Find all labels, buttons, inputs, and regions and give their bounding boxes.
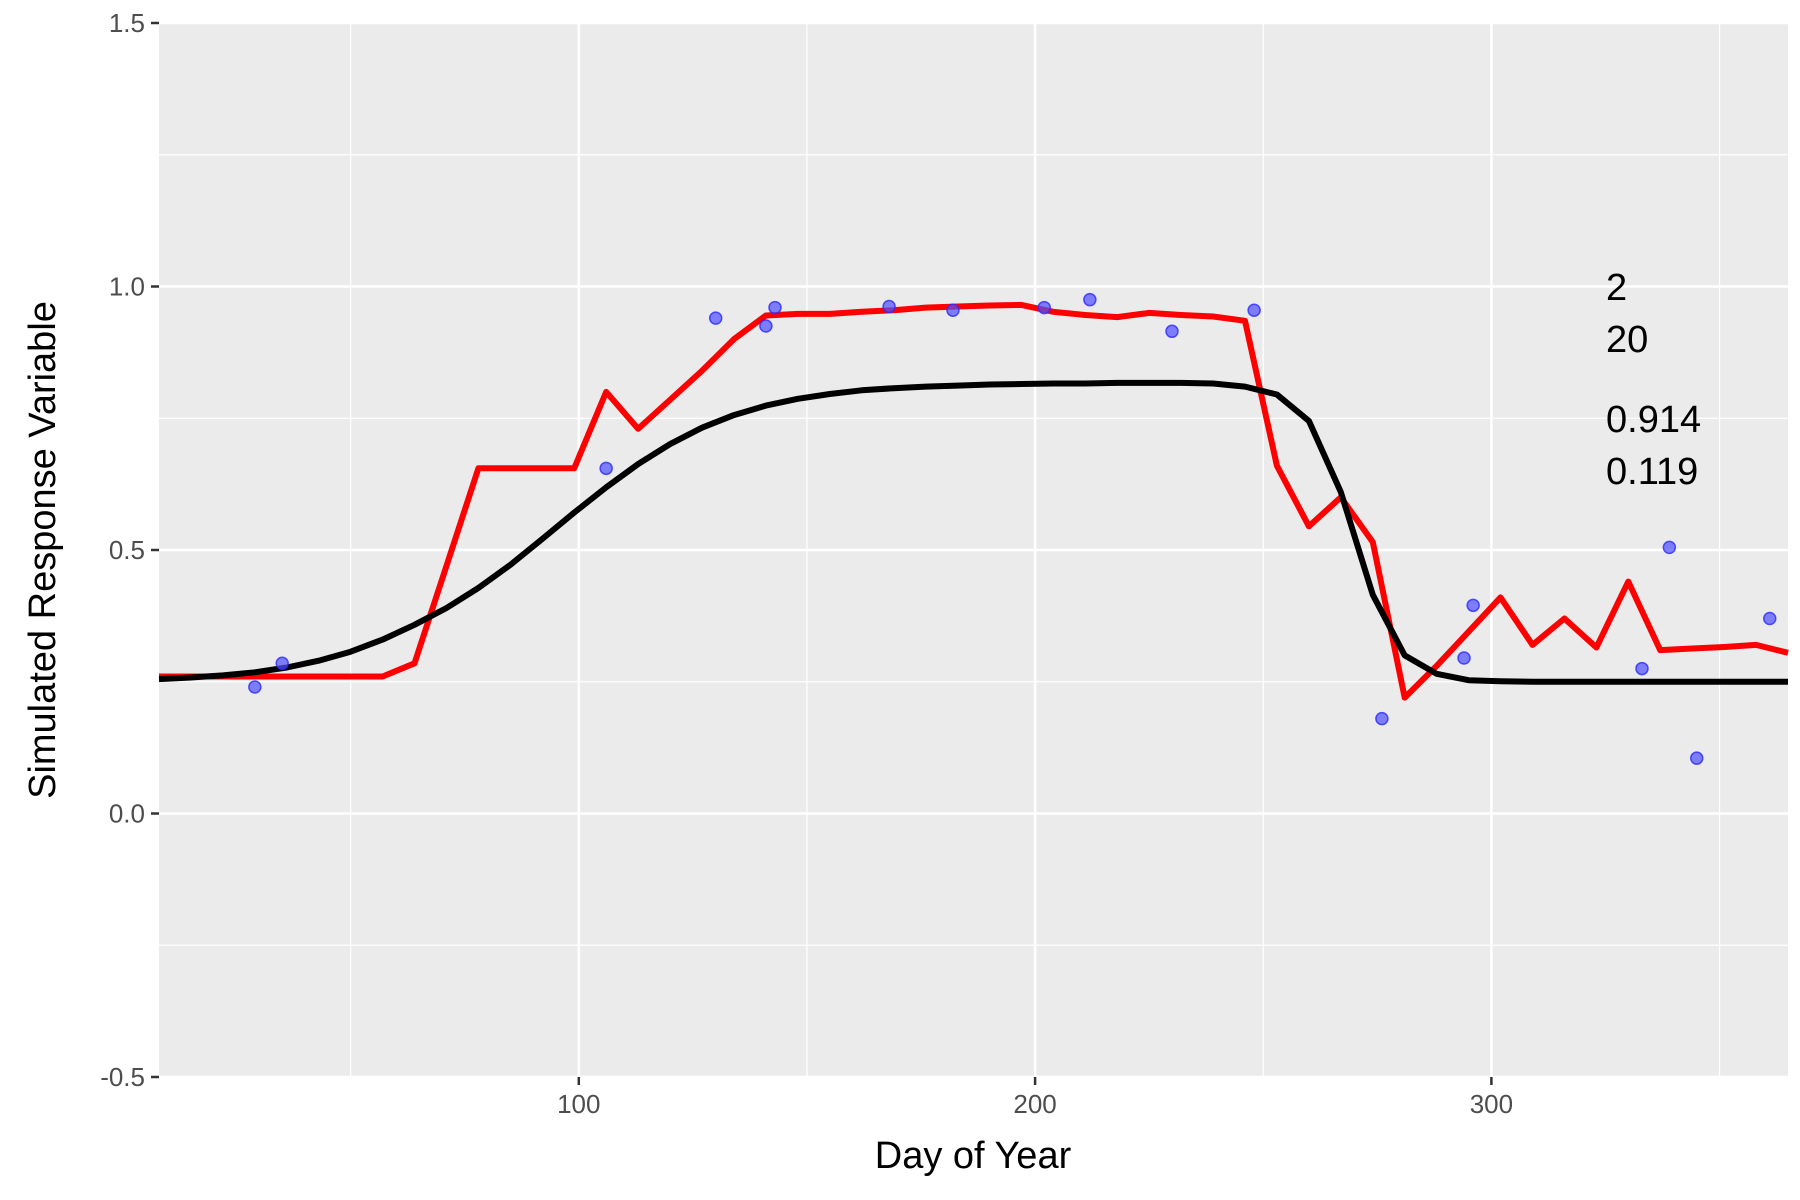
data-point bbox=[882, 299, 896, 314]
annotation-text: 0.914 bbox=[1606, 399, 1701, 441]
data-point bbox=[1457, 651, 1471, 665]
data-point bbox=[1375, 711, 1389, 726]
y-axis-title: Simulated Response Variable bbox=[22, 301, 64, 799]
annotation-text: 2 bbox=[1606, 267, 1627, 309]
data-point bbox=[759, 319, 773, 333]
data-point bbox=[1466, 598, 1480, 613]
data-point bbox=[1635, 661, 1649, 676]
data-point bbox=[946, 303, 960, 317]
black-series-line bbox=[158, 379, 1788, 685]
annotations: 2 20 0.914 0.119 bbox=[1606, 267, 1701, 493]
data-point bbox=[1762, 611, 1777, 626]
y-tick-label: 0.5 bbox=[109, 535, 145, 565]
data-point bbox=[1165, 324, 1179, 339]
x-tick-label: 300 bbox=[1470, 1089, 1513, 1119]
axes: 100 200 300 -0.5 0.0 0.5 1.0 1.5 bbox=[100, 8, 1513, 1119]
major-gridlines bbox=[159, 21, 1788, 1079]
data-point bbox=[1037, 300, 1051, 315]
data-point bbox=[248, 680, 262, 694]
data-point bbox=[1247, 303, 1261, 317]
y-tick-label: -0.5 bbox=[100, 1062, 145, 1092]
x-axis-title: Day of Year bbox=[875, 1135, 1072, 1177]
data-point bbox=[708, 311, 723, 325]
x-tick-label: 200 bbox=[1013, 1089, 1056, 1119]
data-point bbox=[599, 461, 613, 476]
y-tick-label: 1.0 bbox=[109, 272, 145, 302]
y-tick-label: 1.5 bbox=[109, 8, 145, 38]
x-tick-label: 100 bbox=[557, 1089, 600, 1119]
data-point bbox=[1083, 292, 1097, 307]
y-tick-label: 0.0 bbox=[109, 799, 145, 829]
annotation-text: 0.119 bbox=[1606, 451, 1698, 493]
data-point bbox=[1689, 751, 1704, 765]
data-point bbox=[275, 656, 289, 671]
data-point bbox=[1662, 540, 1677, 555]
annotation-text: 20 bbox=[1606, 319, 1648, 361]
points-layer bbox=[248, 292, 1777, 765]
series-layer bbox=[158, 301, 1789, 701]
data-point bbox=[768, 300, 782, 315]
